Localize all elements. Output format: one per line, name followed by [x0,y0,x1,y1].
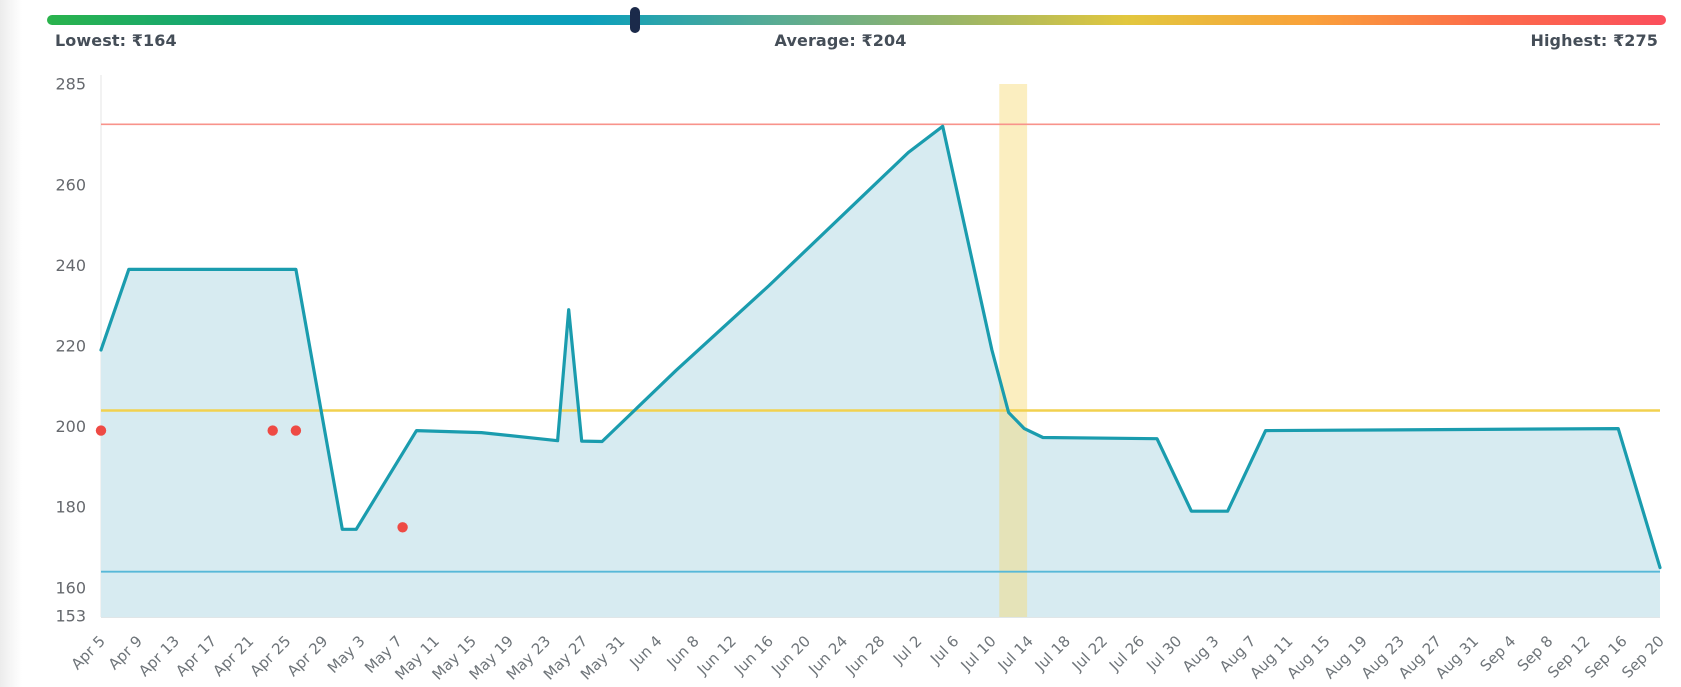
x-tick-label: Apr 29 [284,632,332,680]
highlight-band [999,84,1028,617]
y-tick-label: 160 [55,578,86,597]
price-range-gradient-bar [47,7,1666,33]
x-tick-label: Jun 24 [804,632,851,679]
highest-price-label: Highest: ₹275 [1530,31,1658,50]
y-tick-label: 180 [55,498,86,517]
x-tick-label: Sep 20 [1618,632,1668,682]
x-tick-label: Jul 30 [1142,632,1185,675]
x-tick-label: Jul 22 [1068,632,1111,675]
deal-dot [267,425,278,436]
y-tick-label: 260 [55,175,86,194]
x-tick-label: May 3 [324,632,369,677]
y-tick-label: 220 [55,337,86,356]
price-area-fill [101,126,1660,618]
deal-dot [290,425,302,436]
x-tick-label: Jul 6 [926,632,962,668]
y-tick-label: 240 [55,256,86,275]
lowest-price-label: Lowest: ₹164 [55,31,177,50]
x-tick-label: Jul 2 [889,632,925,668]
y-tick-label: 285 [55,75,86,94]
y-tick-label: 200 [55,417,86,436]
x-tick-label: Jun 20 [767,632,814,679]
x-tick-label: Apr 13 [135,632,183,680]
x-tick-label: Apr 5 [68,632,109,673]
x-tick-label: Jun 16 [730,632,777,679]
x-tick-label: Jul 10 [957,632,1000,675]
page-edge-shadow [0,0,22,687]
y-tick-label: 153 [55,607,86,626]
current-price-marker [629,7,640,33]
x-tick-label: Sep 4 [1476,632,1519,675]
x-tick-label: Jul 18 [1031,632,1074,675]
x-tick-label: Jun 4 [626,632,666,672]
x-tick-label: Apr 17 [172,632,220,680]
deal-dot [397,522,408,533]
x-tick-label: Jul 26 [1105,632,1148,675]
x-tick-label: Aug 3 [1179,632,1223,676]
x-tick-label: Jul 14 [994,632,1037,675]
deal-dot [95,425,107,436]
x-tick-label: Jun 12 [693,632,740,679]
plot-area[interactable] [101,75,1660,617]
price-line [99,124,1662,570]
x-tick-label: Apr 21 [209,632,257,680]
x-tick-label: Apr 25 [246,632,294,680]
x-tick-label: Jun 28 [841,632,888,679]
average-price-label: Average: ₹204 [774,31,907,50]
